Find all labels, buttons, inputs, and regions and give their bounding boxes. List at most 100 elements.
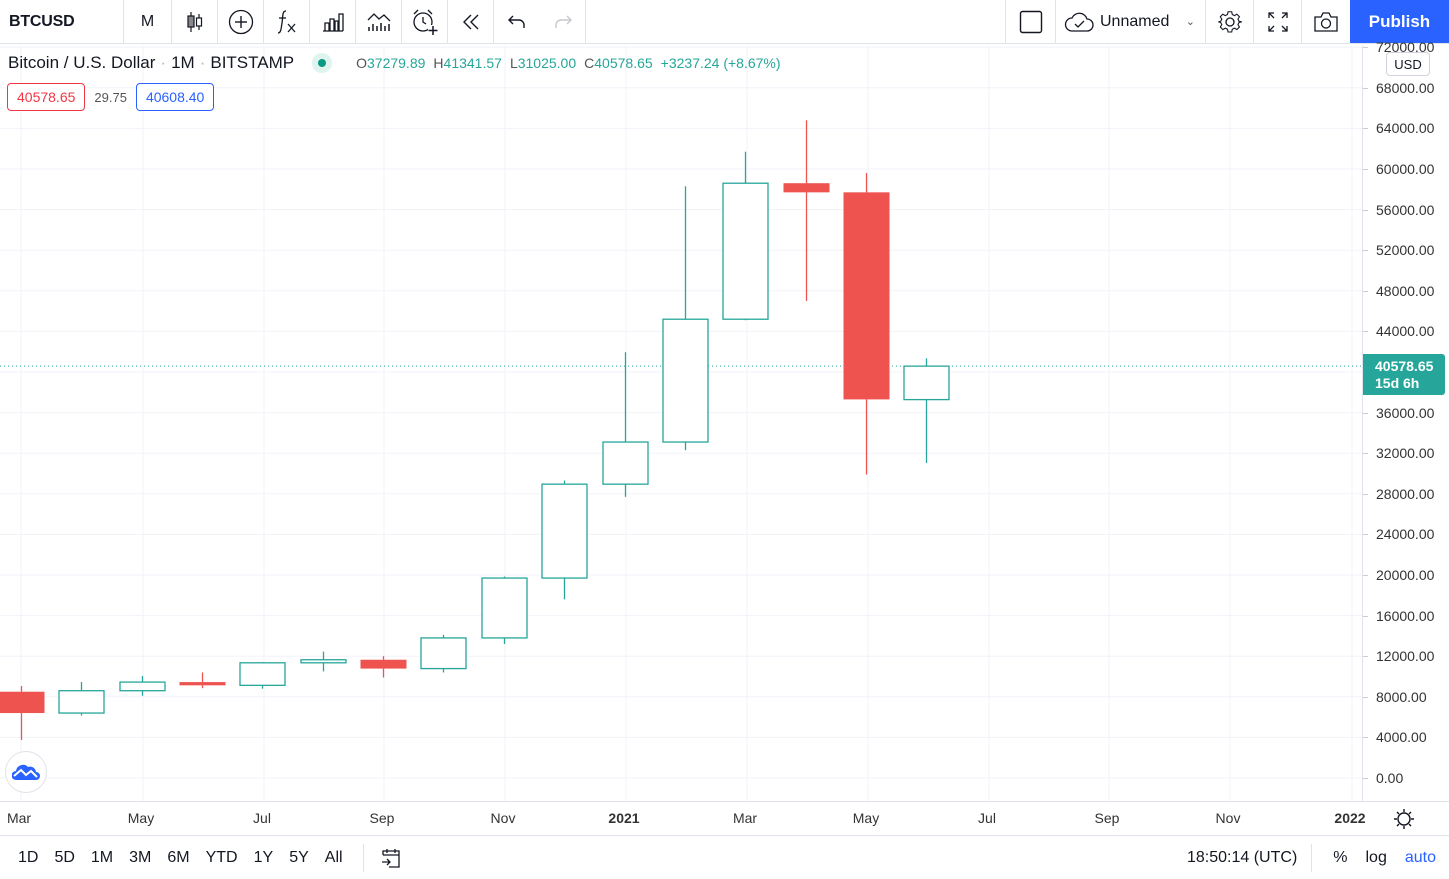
bottom-toolbar: 1D 5D 1M 3M 6M YTD 1Y 5Y All 18:50:14 (UTC) % lo… <box>0 836 1449 879</box>
time-axis-label: Sep <box>369 810 395 826</box>
price-axis-label: 64000.00 <box>1376 120 1435 137</box>
low-key: L <box>509 55 518 71</box>
layout-select-button[interactable] <box>1006 0 1056 43</box>
high-key: H <box>433 55 444 71</box>
symbol-description[interactable]: Bitcoin / U.S. Dollar <box>8 53 156 72</box>
scale-tools: 18:50:14 (UTC) % log auto <box>1187 843 1449 872</box>
price-axis-label: 4000.00 <box>1376 729 1427 746</box>
price-axis[interactable]: 72000.00 68000.00 64000.00 60000.00 56000.00… <box>1362 39 1449 801</box>
legend-interval: 1M <box>171 53 195 72</box>
log-scale-button[interactable]: log <box>1365 848 1387 866</box>
square-layout-icon <box>1019 10 1042 33</box>
range-button-3m[interactable]: 3M <box>129 848 152 866</box>
price-axis-label: 36000.00 <box>1376 404 1435 421</box>
indicators-button[interactable] <box>264 0 310 43</box>
fullscreen-button[interactable] <box>1254 0 1302 43</box>
publish-button[interactable]: Publish <box>1350 0 1449 43</box>
percent-scale-button[interactable]: % <box>1333 848 1348 866</box>
financials-button[interactable] <box>310 0 356 43</box>
range-button-5d[interactable]: 5D <box>54 848 75 866</box>
redo-button[interactable] <box>540 0 586 43</box>
go-to-date-button[interactable] <box>374 847 408 869</box>
layout-name: Unnamed <box>1100 12 1170 30</box>
candle <box>179 672 226 689</box>
templates-button[interactable] <box>356 0 402 43</box>
time-axis[interactable]: Mar May Jul Sep Nov 2021 Mar May Jul Sep Nov 2022 <box>0 801 1449 836</box>
close-key: C <box>584 55 595 71</box>
cloud-check-icon <box>1064 12 1094 32</box>
candle <box>58 682 105 716</box>
alert-button[interactable] <box>402 0 448 43</box>
undo-button[interactable] <box>494 0 540 43</box>
compare-add-symbol-button[interactable] <box>218 0 264 43</box>
range-button-1m[interactable]: 1M <box>90 848 114 866</box>
snapshot-button[interactable] <box>1302 0 1350 43</box>
time-axis-label: Jul <box>253 810 271 826</box>
tradingview-logo-button[interactable] <box>5 751 47 793</box>
price-axis-label: 0.00 <box>1376 770 1404 786</box>
time-axis-label: Mar <box>6 810 32 826</box>
time-axis-label: May <box>852 810 880 826</box>
undo-icon <box>508 15 525 28</box>
spread-value: 29.75 <box>94 89 127 105</box>
candle <box>602 352 649 497</box>
sell-price-button[interactable]: 40578.65 <box>7 83 86 111</box>
legend-exchange: BITSTAMP <box>210 53 295 72</box>
candle <box>783 120 830 301</box>
open-value: 37279.89 <box>367 55 426 71</box>
replay-button[interactable] <box>448 0 494 43</box>
price-tick <box>1363 534 1368 536</box>
indicators-icon <box>277 9 295 34</box>
calendar-goto-icon <box>381 848 400 868</box>
chart-pane[interactable]: Bitcoin / U.S. Dollar · 1M · BITSTAMP O3… <box>0 45 1362 801</box>
candle <box>119 675 166 696</box>
chart-type-button[interactable] <box>172 0 218 43</box>
legend-separator: · <box>199 53 206 72</box>
publish-label: Publish <box>1368 11 1431 31</box>
symbol-search-button[interactable]: BTCUSD <box>0 0 124 43</box>
price-tick <box>1363 737 1368 739</box>
price-tick <box>1363 615 1368 617</box>
candlestick-chart[interactable] <box>0 45 1362 801</box>
chevron-down-icon[interactable]: ⌄ <box>1185 16 1195 28</box>
time-axis-label: Mar <box>732 810 758 826</box>
price-axis-label: 48000.00 <box>1376 282 1435 299</box>
price-tick <box>1363 209 1368 211</box>
range-button-6m[interactable]: 6M <box>167 848 190 866</box>
price-axis-label: 60000.00 <box>1376 161 1435 177</box>
interval-button[interactable]: M <box>124 0 172 43</box>
price-tick <box>1363 169 1368 170</box>
price-axis-label: 68000.00 <box>1376 79 1435 96</box>
save-layout-button[interactable]: Unnamed ⌄ <box>1056 0 1206 43</box>
date-range-buttons: 1D 5D 1M 3M 6M YTD 1Y 5Y All <box>0 849 351 867</box>
price-tick <box>1363 493 1368 495</box>
chart-settings-button[interactable] <box>1393 808 1415 830</box>
range-button-1y[interactable]: 1Y <box>253 848 274 866</box>
market-status-icon[interactable] <box>312 53 333 73</box>
range-button-ytd[interactable]: YTD <box>205 848 238 866</box>
price-axis-label: 16000.00 <box>1376 607 1435 624</box>
price-tick <box>1363 290 1368 292</box>
price-axis-label: 12000.00 <box>1376 648 1435 665</box>
price-axis-label: 8000.00 <box>1376 688 1427 705</box>
price-tick <box>1363 47 1368 49</box>
range-button-1d[interactable]: 1D <box>18 848 39 866</box>
timezone-clock-button[interactable]: 18:50:14 (UTC) <box>1187 843 1313 872</box>
candle <box>360 656 407 678</box>
price-tick <box>1363 656 1368 658</box>
redo-icon <box>554 15 572 28</box>
toolbar-spacer <box>586 0 1006 43</box>
candle <box>662 186 709 451</box>
auto-scale-button[interactable]: auto <box>1404 848 1436 866</box>
buy-price-button[interactable]: 40608.40 <box>135 83 215 111</box>
candle <box>903 358 950 464</box>
settings-button[interactable] <box>1206 0 1254 43</box>
price-axis-label: 32000.00 <box>1376 445 1435 462</box>
range-button-all[interactable]: All <box>324 848 343 866</box>
candle <box>420 634 467 673</box>
price-axis-label: 24000.00 <box>1376 526 1435 543</box>
currency-badge[interactable]: USD <box>1386 52 1430 76</box>
range-button-5y[interactable]: 5Y <box>289 848 309 866</box>
symbol-label: BTCUSD <box>9 12 75 30</box>
price-axis-label: 56000.00 <box>1376 201 1435 218</box>
